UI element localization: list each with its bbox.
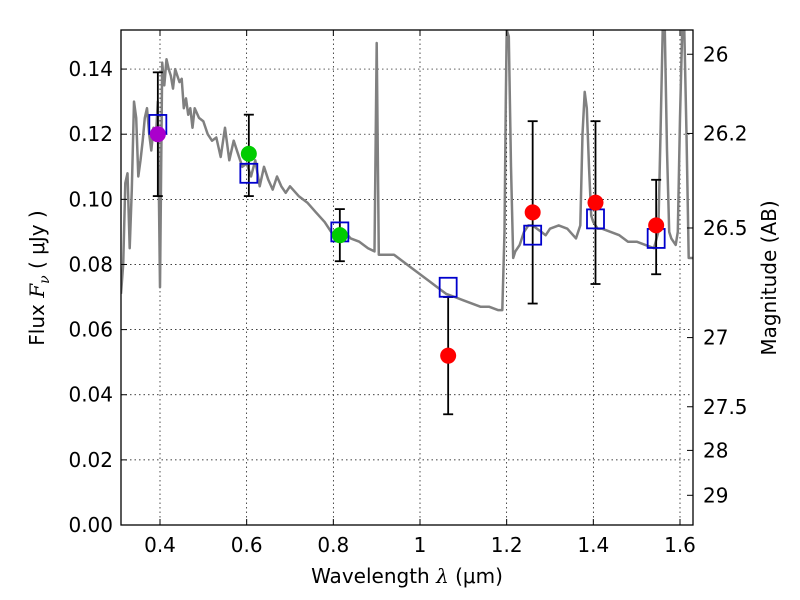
y2-axis-ticks: 26 26.2 26.5 27 27.5 28 29 — [687, 42, 748, 507]
x-tick-label: 1 — [414, 533, 427, 557]
observed-data-point — [149, 126, 166, 143]
plot-frame — [120, 29, 694, 526]
y2-tick-label: 26 — [703, 42, 728, 66]
x-axis-ticks: 0.4 0.6 0.8 1 1.2 1.4 1.6 — [144, 30, 696, 557]
x-tick-label: 1.4 — [577, 533, 609, 557]
y2-tick-label: 26.2 — [703, 121, 748, 145]
y-tick-label: 0.14 — [68, 57, 113, 81]
y2-tick-label: 29 — [703, 483, 728, 507]
x-tick-label: 1.6 — [664, 533, 696, 557]
observed-data-point — [587, 194, 604, 211]
observed-data-point — [440, 347, 457, 364]
y-tick-label: 0.10 — [68, 187, 113, 211]
x-tick-label: 1.2 — [491, 533, 523, 557]
y-tick-label: 0.12 — [68, 122, 113, 146]
x-tick-label: 0.4 — [144, 533, 176, 557]
observed-data-point — [524, 204, 541, 221]
y2-tick-label: 26.5 — [703, 216, 748, 240]
x-axis-label: Wavelength λ (μm) — [311, 564, 503, 588]
y-tick-label: 0.02 — [68, 448, 113, 472]
y2-axis-label: Magnitude (AB) — [757, 200, 781, 355]
y-axis-label: Flux Fν ( μJy ) — [25, 210, 53, 345]
model-photometry-square — [523, 224, 543, 246]
x-tick-label: 0.6 — [231, 533, 263, 557]
y-axis-ticks: 0.00 0.02 0.04 0.06 0.08 0.10 0.12 0.14 — [68, 57, 127, 537]
y2-tick-label: 27 — [703, 326, 728, 350]
observed-data-point — [331, 227, 348, 244]
observed-data-point — [240, 145, 257, 162]
model-photometry-square — [438, 276, 458, 298]
x-tick-label: 0.8 — [317, 533, 349, 557]
plot-background — [121, 30, 693, 525]
y-tick-label: 0.00 — [68, 513, 113, 537]
observed-data-point — [648, 217, 665, 234]
y-tick-label: 0.08 — [68, 252, 113, 276]
y-tick-label: 0.04 — [68, 383, 113, 407]
observed-points-layer — [149, 126, 665, 364]
y2-tick-label: 28 — [703, 438, 728, 462]
model-photometry-square — [239, 162, 259, 184]
y2-tick-label: 27.5 — [703, 395, 748, 419]
grid-lines — [121, 30, 693, 525]
y-tick-label: 0.06 — [68, 318, 113, 342]
